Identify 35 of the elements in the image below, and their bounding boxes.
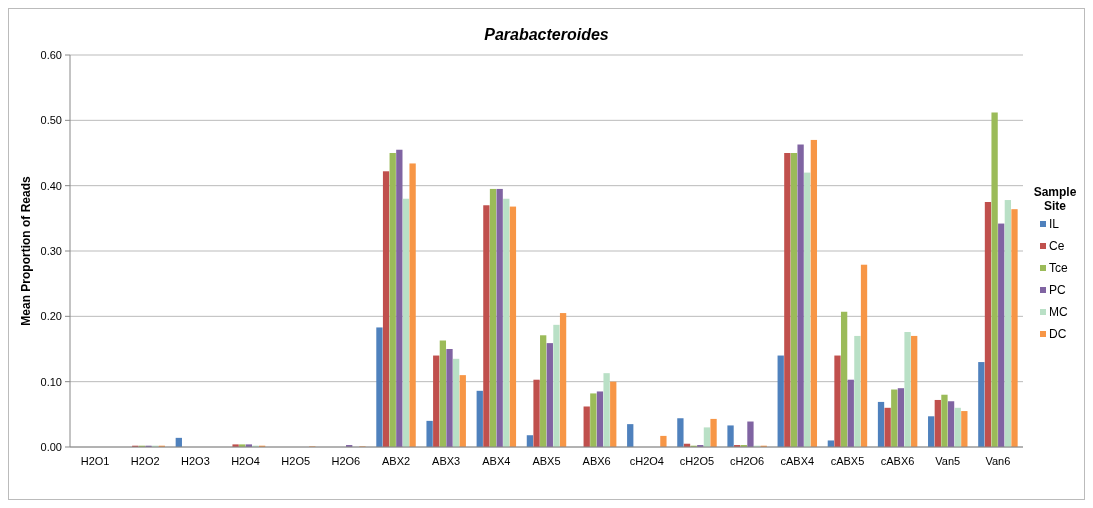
chart-title: Parabacteroides — [484, 26, 609, 43]
x-tick-label: Van5 — [935, 455, 961, 467]
y-tick-label: 0.30 — [40, 244, 62, 257]
x-tick-label: H2O5 — [281, 455, 311, 467]
y-tick-label: 0.20 — [40, 310, 62, 323]
x-tick-label: H2O6 — [331, 455, 361, 467]
x-tick-label: Van6 — [985, 455, 1011, 467]
x-tick-label: cABX5 — [830, 455, 865, 467]
x-tick-label: H2O4 — [231, 455, 260, 467]
x-tick-label: H2O3 — [181, 455, 210, 467]
legend-label: PC — [1049, 283, 1066, 298]
legend-label: Tce — [1049, 261, 1068, 276]
legend-label: Ce — [1049, 239, 1065, 254]
x-tick-label: cH2O6 — [730, 455, 765, 467]
x-tick-label: ABX3 — [432, 455, 461, 467]
x-tick-label: ABX5 — [532, 455, 561, 467]
y-tick-label: 0.40 — [40, 179, 62, 192]
y-tick-label: 0.00 — [40, 440, 62, 453]
y-tick-label: 0.50 — [40, 114, 62, 127]
legend-label: IL — [1049, 217, 1060, 232]
x-tick-label: cABX4 — [780, 455, 815, 467]
y-axis-title: Mean Proportion of Reads — [19, 176, 33, 326]
y-tick-label: 0.10 — [40, 375, 62, 388]
x-tick-label: ABX6 — [582, 455, 611, 467]
legend-label: DC — [1049, 327, 1067, 342]
x-tick-label: cH2O5 — [679, 455, 715, 467]
x-tick-label: H2O1 — [80, 455, 110, 467]
x-tick-label: ABX2 — [381, 455, 411, 467]
y-tick-label: 0.60 — [40, 48, 62, 61]
x-tick-label: H2O2 — [130, 455, 160, 467]
x-tick-label: cH2O4 — [629, 455, 664, 467]
x-tick-label: cABX6 — [880, 455, 915, 467]
x-tick-label: ABX4 — [482, 455, 511, 467]
legend-label: MC — [1049, 305, 1068, 320]
legend-title: Sample Site — [1033, 185, 1077, 213]
